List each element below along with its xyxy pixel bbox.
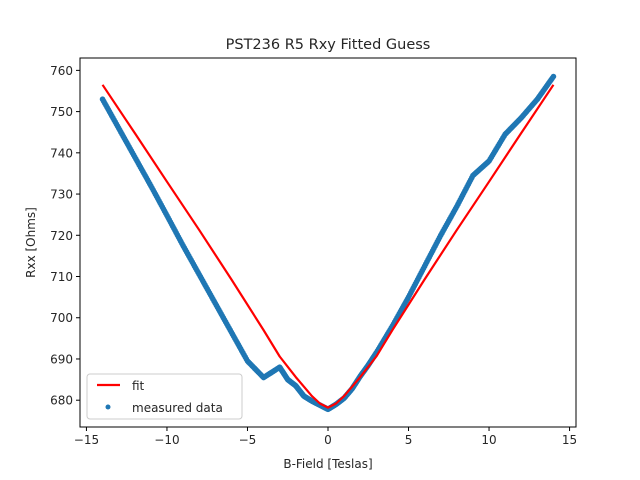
legend-measured-label: measured data xyxy=(132,401,223,415)
x-tick-label: −5 xyxy=(239,433,257,447)
y-tick-label: 700 xyxy=(50,311,73,325)
y-tick-label: 710 xyxy=(50,270,73,284)
legend: fit measured data xyxy=(86,373,243,420)
legend-measured-swatch xyxy=(105,404,111,410)
y-tick-label: 690 xyxy=(50,352,73,366)
x-tick-label: 10 xyxy=(481,433,496,447)
y-tick-label: 680 xyxy=(50,394,73,408)
measured-data-point xyxy=(550,73,557,80)
y-tick-label: 730 xyxy=(50,188,73,202)
y-tick-label: 760 xyxy=(50,64,73,78)
x-tick-label: 0 xyxy=(324,433,332,447)
x-tick-label: −10 xyxy=(154,433,179,447)
legend-fit-label: fit xyxy=(132,379,145,393)
plot-area xyxy=(99,73,557,413)
y-tick-label: 720 xyxy=(50,229,73,243)
fit-line xyxy=(101,84,555,409)
x-axis: −15 −10 −5 0 5 10 15 xyxy=(74,427,577,447)
y-tick-label: 750 xyxy=(50,105,73,119)
x-axis-title: B-Field [Teslas] xyxy=(283,457,372,471)
x-tick-label: 15 xyxy=(562,433,577,447)
y-axis-title: Rxx [Ohms] xyxy=(24,207,38,278)
y-axis: 680 690 700 710 720 730 740 750 760 xyxy=(50,64,80,408)
x-tick-label: −15 xyxy=(74,433,99,447)
x-tick-label: 5 xyxy=(405,433,413,447)
y-tick-label: 740 xyxy=(50,146,73,160)
chart-title: PST236 R5 Rxy Fitted Guess xyxy=(226,37,431,53)
legend-box xyxy=(86,373,243,420)
